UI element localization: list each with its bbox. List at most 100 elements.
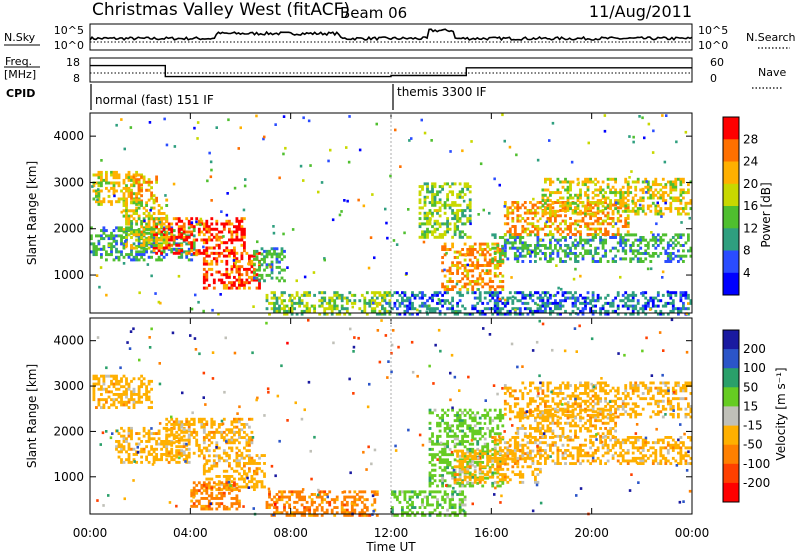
power-cell xyxy=(481,242,485,246)
velocity-cell xyxy=(225,483,229,487)
power-cell xyxy=(687,249,690,253)
velocity-cell xyxy=(202,485,206,489)
power-cell xyxy=(536,296,540,300)
power-cell xyxy=(228,286,231,290)
power-cell xyxy=(255,257,259,261)
velocity-cell xyxy=(207,449,211,453)
power-cell xyxy=(142,226,146,230)
power-cell xyxy=(596,227,600,231)
velocity-cell xyxy=(458,442,462,446)
power-cell xyxy=(586,199,590,203)
power-noise xyxy=(345,146,348,149)
velocity-cell xyxy=(240,417,244,421)
power-noise xyxy=(638,203,642,207)
velocity-cell xyxy=(122,403,126,407)
power-cell xyxy=(110,247,113,251)
power-cell xyxy=(488,264,492,267)
power-cell xyxy=(654,304,658,308)
velocity-cell xyxy=(157,458,161,462)
power-cell xyxy=(624,217,628,220)
power-cell xyxy=(513,236,517,239)
power-cell xyxy=(423,217,427,221)
power-cell xyxy=(135,246,139,250)
power-cell xyxy=(240,265,244,269)
power-cell xyxy=(584,204,587,208)
velocity-cell xyxy=(471,419,475,423)
velocity-cell xyxy=(238,441,241,445)
power-cell xyxy=(521,249,525,253)
power-cell xyxy=(102,229,106,233)
velocity-cell xyxy=(441,450,445,454)
power-noise xyxy=(680,221,683,224)
power-cell xyxy=(446,280,450,283)
power-cell xyxy=(559,312,562,316)
power-cell xyxy=(534,227,537,231)
power-cell xyxy=(458,250,462,254)
power-cell xyxy=(516,299,520,303)
velocity-cell xyxy=(268,506,271,510)
power-noise xyxy=(536,158,540,162)
power-cell xyxy=(541,212,545,216)
power-cell xyxy=(105,176,108,180)
power-cell xyxy=(561,291,565,295)
power-cell xyxy=(165,204,169,207)
velocity-cell xyxy=(363,490,367,494)
power-cell xyxy=(105,178,108,182)
power-cell xyxy=(661,193,665,197)
power-cell xyxy=(501,280,505,283)
power-cell xyxy=(295,293,299,297)
power-cell xyxy=(451,307,455,311)
power-cell xyxy=(639,252,643,255)
power-cell xyxy=(586,241,590,245)
velocity-cell xyxy=(192,486,196,490)
velocity-cell xyxy=(177,445,181,449)
velocity-cell xyxy=(212,481,216,485)
power-cell xyxy=(110,253,113,257)
power-cell xyxy=(345,299,349,303)
power-noise xyxy=(282,232,285,236)
power-cell xyxy=(115,200,118,204)
power-cell xyxy=(579,238,582,242)
velocity-cell xyxy=(210,467,214,471)
velocity-cell xyxy=(431,490,434,494)
velocity-cell xyxy=(466,450,470,454)
power-cell xyxy=(97,242,101,246)
velocity-cell xyxy=(228,488,231,492)
power-noise xyxy=(660,215,663,218)
velocity-cell xyxy=(451,498,455,502)
power-cell xyxy=(616,201,620,205)
nave-label: Nave xyxy=(758,66,786,79)
power-cell xyxy=(488,272,492,275)
power-cell xyxy=(641,199,645,203)
velocity-cell xyxy=(481,461,485,464)
power-cell xyxy=(586,212,590,216)
power-cell xyxy=(215,227,219,231)
velocity-cell xyxy=(468,416,472,420)
power-cell xyxy=(456,250,460,254)
velocity-cell xyxy=(157,429,161,433)
velocity-cell xyxy=(238,472,241,476)
velocity-cell xyxy=(453,419,457,423)
velocity-cell xyxy=(393,493,397,496)
power-cell xyxy=(456,203,460,207)
power-cell xyxy=(579,191,582,195)
power-cell xyxy=(483,307,487,311)
power-noise xyxy=(225,213,229,217)
velocity-cell xyxy=(127,434,131,438)
velocity-cell xyxy=(112,382,116,386)
velocity-cell xyxy=(451,471,455,475)
power-cell xyxy=(448,277,452,281)
power-cell xyxy=(619,214,623,218)
power-cell xyxy=(556,301,560,305)
power-cell xyxy=(132,178,136,182)
velocity-cell xyxy=(230,467,234,471)
velocity-cell xyxy=(230,446,234,450)
velocity-cell xyxy=(147,429,151,433)
power-cell xyxy=(130,236,133,239)
power-cell xyxy=(172,242,176,246)
velocity-cell xyxy=(468,408,472,412)
power-cell xyxy=(258,260,261,264)
power-cell xyxy=(629,260,633,263)
power-cell xyxy=(235,219,239,223)
power-cell xyxy=(411,304,414,308)
